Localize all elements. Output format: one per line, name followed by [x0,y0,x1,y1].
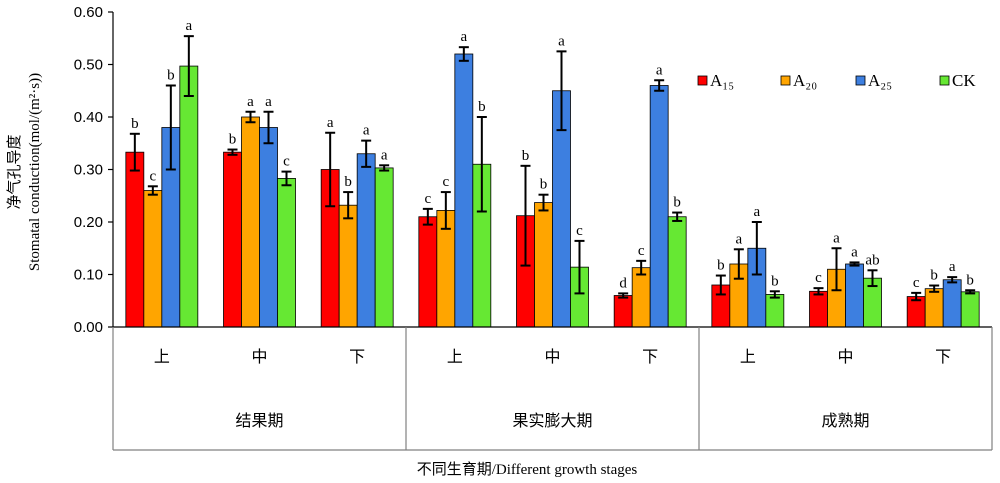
bar [374,167,394,328]
significance-label: c [576,223,583,239]
y-tick-label: 0.20 [74,214,103,231]
significance-label: a [753,204,760,220]
bar [241,116,260,328]
y-tick-label: 0.10 [74,267,103,284]
bar [418,216,438,328]
significance-label: c [442,174,449,190]
bar [649,85,669,328]
significance-label: a [363,123,370,139]
significance-label: c [638,243,645,259]
significance-label: b [540,177,548,193]
legend-label: CK [952,71,976,90]
legend-label: A₁₅ [710,71,734,90]
y-axis-ticks: 0.00 0.10 0.20 0.30 0.40 0.50 0.60 [74,4,113,336]
significance-label: a [656,62,663,78]
significance-label: a [381,147,388,163]
bar [179,65,199,328]
significance-label: b [717,258,725,274]
position-label: 下 [642,347,658,366]
error-bars-layer [129,35,976,302]
significance-label: a [949,259,956,275]
legend-swatch [697,75,708,86]
bar [259,127,278,328]
significance-label: d [619,275,627,291]
bar [809,290,828,328]
legend: A₁₅ A₂₀ A₂₅ CK [697,71,976,90]
legend-label: A₂₀ [793,71,817,90]
y-axis-label-en: Stomatal conduction(mol/(m²·s)) [27,73,43,271]
bar [277,178,296,328]
position-label: 中 [544,347,560,366]
significance-label: a [185,18,192,34]
legend-swatch [855,75,866,86]
bar [125,151,145,328]
bar [356,153,376,328]
significance-label: b [344,174,352,190]
significance-label: b [930,268,938,284]
stage-label: 成熟期 [821,411,869,430]
stage-label: 结果期 [235,411,283,430]
y-tick-label: 0.30 [74,162,103,179]
significance-label: ab [865,252,879,268]
significance-label: c [913,275,920,291]
legend-label: A₂₅ [868,71,892,90]
stage-label: 果实膨大期 [512,411,592,430]
significance-label: b [229,132,237,148]
significance-label: b [771,273,779,289]
y-axis-label-cn: 净气孔导度 [6,134,23,209]
significance-label: b [966,272,974,288]
significance-label: c [424,191,431,207]
legend-swatch [780,75,791,86]
position-label: 下 [349,347,365,366]
bar [765,294,785,328]
x-axis-label: 不同生育期/Different growth stages [417,461,638,478]
significance-label: a [833,230,840,246]
significance-label: c [283,154,290,170]
significance-label: a [265,94,272,110]
position-label: 中 [251,347,267,366]
y-tick-label: 0.50 [74,57,103,74]
significance-label: b [167,68,175,84]
position-label: 下 [935,347,951,366]
bar [613,295,633,328]
bar [960,291,980,328]
y-tick-label: 0.00 [74,319,103,336]
bar [924,288,944,328]
bar [223,151,242,328]
significance-label: b [673,195,681,211]
bar [631,267,651,328]
legend-swatch [939,75,950,86]
significance-label: a [558,33,565,49]
significance-label: b [522,148,530,164]
bars-layer [125,53,980,328]
significance-label: a [735,231,742,247]
y-tick-label: 0.40 [74,109,103,126]
significance-label: a [247,94,254,110]
position-label: 上 [154,347,170,366]
significance-label: a [327,115,334,131]
bar [454,53,474,328]
position-label: 中 [837,347,853,366]
y-tick-label: 0.60 [74,4,103,21]
significance-label: c [815,270,822,286]
significance-label: a [460,29,467,45]
bar [845,263,864,328]
position-label: 上 [447,347,463,366]
bar [667,216,687,328]
axes-layer [112,12,993,451]
significance-label: b [478,99,486,115]
position-label: 上 [740,347,756,366]
significance-label: a [851,244,858,260]
bar [534,202,553,328]
significance-label: b [131,116,139,132]
significance-label: c [149,168,156,184]
bar [338,204,358,328]
bar [942,279,962,328]
bar [143,190,163,328]
